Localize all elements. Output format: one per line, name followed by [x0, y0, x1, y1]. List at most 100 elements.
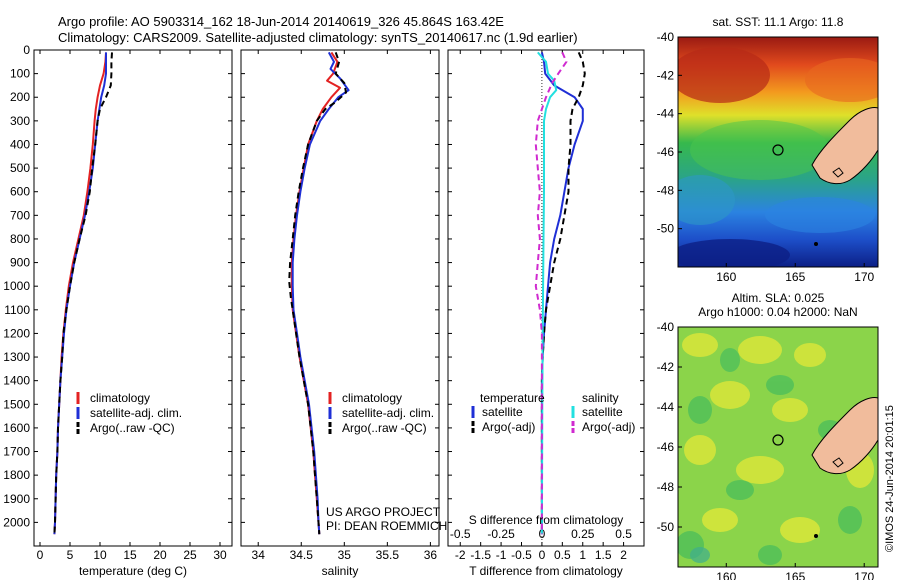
- y-tick-label: 1600: [3, 421, 30, 435]
- x-tick-label: 36: [424, 548, 438, 562]
- sst-map-ticks: 160 165 170 -40 -42 -44 -46 -48 -50: [657, 30, 875, 284]
- y-tick-label: 1000: [3, 279, 30, 293]
- y-tick-label: -40: [657, 30, 675, 44]
- difference-legend: temperature salinity satellite Argo(-adj…: [471, 391, 635, 434]
- x-tick-label: 0: [539, 548, 546, 562]
- land-shape: [811, 107, 878, 185]
- legend-label-argo: Argo(..raw -QC): [90, 421, 175, 435]
- legend-label-satellite: satellite-adj. clim.: [342, 406, 434, 420]
- y-tick-label: 900: [10, 256, 30, 270]
- x-tick-label: 2: [620, 548, 627, 562]
- series-satellite: [53, 52, 107, 535]
- salinity-legend: climatology satellite-adj. clim. Argo(..…: [328, 391, 434, 435]
- float-position-marker: [772, 144, 784, 156]
- sla-map-title-line1: Altim. SLA: 0.025: [732, 291, 825, 305]
- legend-label-climatology: climatology: [90, 391, 150, 405]
- y-tick-label: 500: [10, 161, 30, 175]
- y-tick-label: 1900: [3, 492, 30, 506]
- legend-label-satellite: satellite-adj. clim.: [90, 406, 182, 420]
- x2-tick-label: -0.25: [487, 527, 515, 541]
- sst-map-title: sat. SST: 11.1 Argo: 11.8: [713, 15, 844, 29]
- y-tick-label: -42: [657, 360, 675, 374]
- x-tick-label: 34.5: [290, 548, 314, 562]
- legend-label-climatology: climatology: [342, 391, 402, 405]
- imos-timestamp: ©IMOS 24-Jun-2014 20:01:15: [884, 405, 896, 552]
- y-tick-label: 2000: [3, 515, 30, 529]
- x-tick-label: 10: [93, 548, 107, 562]
- y-tick-label: -44: [657, 400, 675, 414]
- y-tick-label: 1800: [3, 468, 30, 482]
- temperature-axes: [33, 49, 233, 547]
- y-tick-label: -48: [657, 183, 675, 197]
- legend-title-salinity: salinity: [582, 391, 619, 405]
- legend-label-sal-satellite: satellite: [582, 405, 623, 419]
- sla-map-ticks: 160 165 170 -40 -42 -44 -46 -48 -50: [657, 320, 875, 580]
- y-tick-label: 100: [10, 67, 30, 81]
- x-tick-label: 160: [716, 270, 736, 284]
- legend-label-temp-satellite: satellite: [482, 405, 523, 419]
- series-argo: [53, 52, 113, 535]
- x-tick-label: 1: [579, 548, 586, 562]
- difference-axes: [447, 49, 645, 547]
- sla-map-title-line2: Argo h1000: 0.04 h2000: NaN: [698, 305, 857, 319]
- y-tick-label: -42: [657, 68, 675, 82]
- header-line1: Argo profile: AO 5903314_162 18-Jun-2014…: [58, 14, 504, 29]
- y-tick-label: 1200: [3, 326, 30, 340]
- series-sal_argo: [534, 52, 568, 535]
- y-tick-label: -50: [657, 520, 675, 534]
- salinity-axes: [240, 49, 440, 547]
- header-line2: Climatology: CARS2009. Satellite-adjuste…: [58, 30, 578, 45]
- float-position-marker: [772, 434, 784, 446]
- series-climatology: [53, 52, 107, 535]
- s-difference-xlabel: S difference from climatology: [469, 513, 624, 527]
- project-annotation-line2: PI: DEAN ROEMMICH: [326, 519, 447, 533]
- y-tick-label: 1400: [3, 374, 30, 388]
- x-tick-label: -1.5: [470, 548, 491, 562]
- x-tick-label: 170: [854, 570, 874, 580]
- x2-tick-label: -0.5: [450, 527, 471, 541]
- temperature-xlabel: temperature (deg C): [79, 564, 187, 578]
- sst-map-image: [678, 37, 878, 267]
- temperature-plot: [53, 52, 113, 535]
- x-tick-label: 165: [785, 570, 805, 580]
- x-tick-label: 170: [854, 270, 874, 284]
- x-tick-label: 35.5: [376, 548, 400, 562]
- x2-tick-label: 0.25: [571, 527, 595, 541]
- x-tick-label: 20: [153, 548, 167, 562]
- y-tick-label: 200: [10, 90, 30, 104]
- t-difference-xlabel: T difference from climatology: [469, 564, 623, 578]
- series-satellite: [291, 51, 350, 535]
- y-tick-label: -40: [657, 320, 675, 334]
- x-tick-label: 160: [716, 570, 736, 580]
- x-tick-label: 15: [123, 548, 137, 562]
- x-tick-label: -2: [455, 548, 466, 562]
- legend-label-temp-argo: Argo(-adj): [482, 420, 535, 434]
- y-tick-label: 1300: [3, 350, 30, 364]
- x-tick-label: -0.5: [511, 548, 532, 562]
- legend-title-temperature: temperature: [480, 391, 545, 405]
- y-tick-label: 600: [10, 185, 30, 199]
- series-argo: [288, 52, 347, 535]
- series-sal_satellite: [537, 51, 558, 535]
- y-tick-label: 400: [10, 137, 30, 151]
- x-tick-label: 1.5: [595, 548, 612, 562]
- x-tick-label: 165: [785, 270, 805, 284]
- salinity-plot: [288, 51, 350, 535]
- y-tick-label: 700: [10, 208, 30, 222]
- x-tick-label: 25: [183, 548, 197, 562]
- legend-label-argo: Argo(..raw -QC): [342, 421, 427, 435]
- sla-map-image: [678, 327, 878, 567]
- x-tick-label: 0: [37, 548, 44, 562]
- x-tick-label: 30: [213, 548, 227, 562]
- x-tick-label: 35: [338, 548, 352, 562]
- y-tick-label: -46: [657, 145, 675, 159]
- x-tick-label: 0.5: [554, 548, 571, 562]
- y-tick-label: 300: [10, 114, 30, 128]
- temperature-legend: climatology satellite-adj. clim. Argo(..…: [76, 391, 182, 435]
- y-tick-label: 1700: [3, 445, 30, 459]
- land-shape: [811, 397, 878, 475]
- x2-tick-label: 0.5: [615, 527, 632, 541]
- salinity-xlabel: salinity: [322, 564, 359, 578]
- y-tick-label: -48: [657, 480, 675, 494]
